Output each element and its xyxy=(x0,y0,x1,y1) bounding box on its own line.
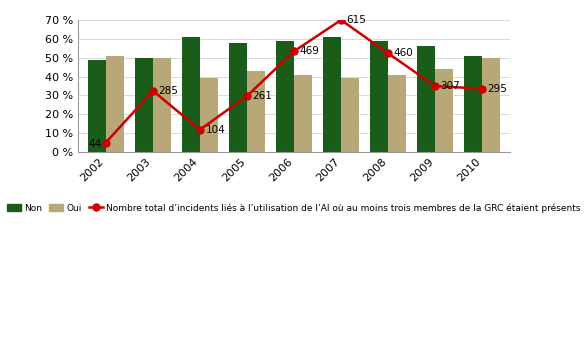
Bar xyxy=(341,79,359,152)
Bar xyxy=(200,79,218,152)
Bar xyxy=(135,58,153,152)
Bar xyxy=(388,75,406,152)
Bar xyxy=(182,37,200,152)
Text: 307: 307 xyxy=(440,81,460,91)
Bar xyxy=(276,41,294,152)
Legend: Non, Oui, Nombre total d’incidents liés à l’utilisation de l’AI où au moins troi: Non, Oui, Nombre total d’incidents liés … xyxy=(4,199,584,216)
Text: 295: 295 xyxy=(487,84,507,94)
Bar xyxy=(88,60,106,152)
Text: 460: 460 xyxy=(393,48,413,58)
Bar xyxy=(482,58,500,152)
Text: 44: 44 xyxy=(88,139,102,149)
Bar xyxy=(323,37,341,152)
Text: 615: 615 xyxy=(346,15,366,25)
Bar xyxy=(435,69,453,152)
Bar xyxy=(247,71,265,152)
Bar xyxy=(294,75,312,152)
Bar xyxy=(465,56,482,152)
Text: 285: 285 xyxy=(158,86,178,96)
Bar xyxy=(370,41,388,152)
Text: 261: 261 xyxy=(252,91,272,101)
Bar xyxy=(417,46,435,152)
Bar xyxy=(229,43,247,152)
Bar xyxy=(153,58,171,152)
Text: 469: 469 xyxy=(299,46,319,56)
Bar xyxy=(106,56,123,152)
Text: 104: 104 xyxy=(205,125,225,135)
